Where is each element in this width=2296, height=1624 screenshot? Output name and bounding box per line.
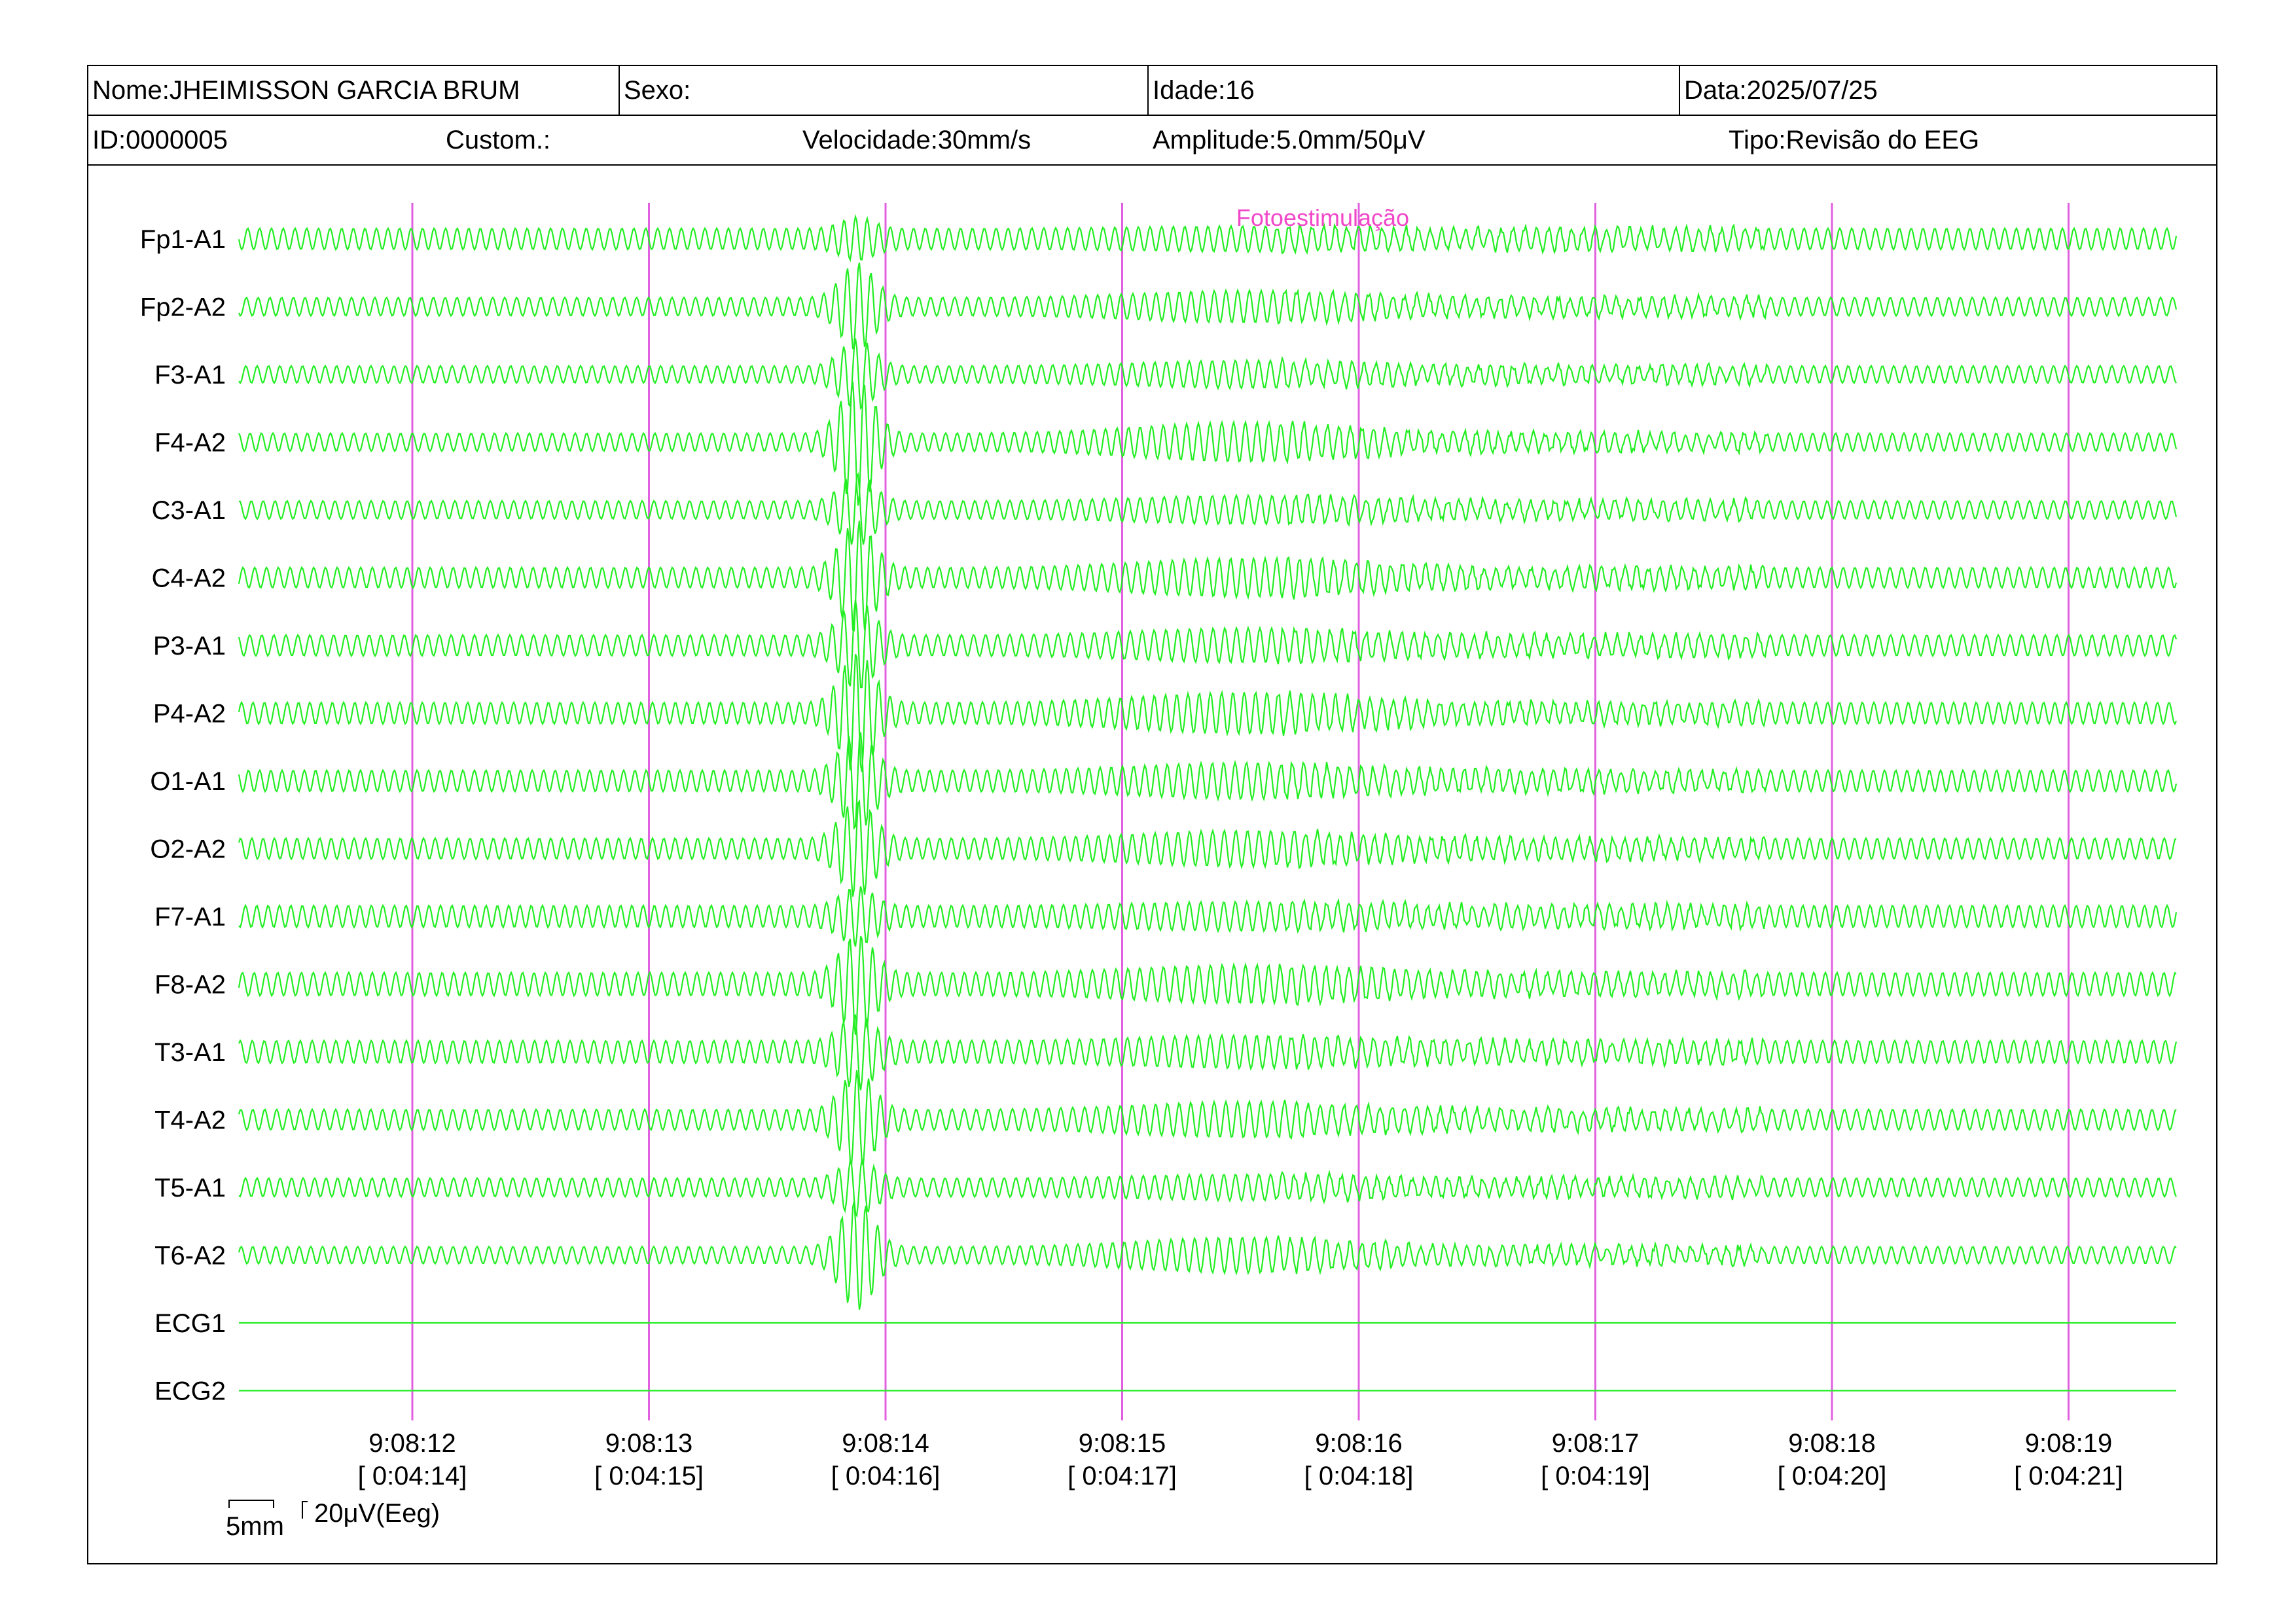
- trace-t6-a2: [238, 1201, 2177, 1310]
- time-scale-label: 5mm: [226, 1512, 284, 1541]
- trace-o1-a1: [238, 732, 2178, 831]
- amplitude-setting: Amplitude:5.0mm/50μV: [1153, 126, 1426, 154]
- trace-f8-a2: [238, 935, 2177, 1035]
- tick-label-elapsed: [ 0:04:21]: [2014, 1462, 2123, 1490]
- channel-label: T4-A2: [154, 1106, 226, 1135]
- channel-label: O1-A1: [150, 767, 226, 796]
- trace-fp2-a2: [238, 262, 2178, 350]
- trace-f3-a1: [238, 338, 2177, 410]
- tick-label-clock: 9:08:18: [1788, 1429, 1875, 1458]
- tick-label-clock: 9:08:14: [842, 1429, 929, 1458]
- trace-c4-a2: [238, 520, 2178, 632]
- trace-t4-a2: [238, 1070, 2177, 1167]
- time-tick-labels: 9:08:12 [ 0:04:14] 9:08:13 [ 0:04:15] 9:08:1…: [358, 1429, 2123, 1490]
- channel-label: F3-A1: [154, 361, 226, 389]
- header-row-exam: ID:0000005 Custom.: Velocidade:30mm/s Am…: [88, 116, 2216, 166]
- tick-label-elapsed: [ 0:04:17]: [1067, 1462, 1177, 1490]
- trace-p4-a2: [238, 654, 2178, 772]
- tick-label-clock: 9:08:17: [1552, 1429, 1639, 1458]
- time-gridlines: [411, 203, 2070, 1420]
- tick-label-elapsed: [ 0:04:18]: [1304, 1462, 1414, 1490]
- eeg-report-sheet: Nome:JHEIMISSON GARCIA BRUM Sexo: Idade:…: [87, 65, 2217, 1564]
- tick-label-clock: 9:08:13: [605, 1429, 692, 1458]
- channel-label: T5-A1: [154, 1174, 226, 1202]
- channel-label: Fp2-A2: [140, 293, 226, 322]
- trace-o2-a2: [238, 799, 2177, 897]
- channel-label: ECG2: [154, 1377, 226, 1406]
- tick-label-elapsed: [ 0:04:19]: [1541, 1462, 1650, 1490]
- channel-label: F4-A2: [154, 429, 226, 458]
- trace-fp1-a1: [238, 213, 2178, 262]
- channel-labels: Fp1-A1 Fp2-A2 F3-A1 F4-A2 C3-A1 C4-A2 P3-A1 P4-…: [140, 225, 226, 1406]
- time-scale-bracket: [228, 1500, 274, 1508]
- patient-name: Nome:JHEIMISSON GARCIA BRUM: [92, 76, 520, 105]
- trace-c3-a1: [238, 472, 2178, 545]
- trace-f7-a1: [238, 886, 2178, 947]
- channel-label: C3-A1: [152, 496, 226, 525]
- exam-date: Data:2025/07/25: [1679, 66, 2216, 115]
- custom-field: Custom.:: [446, 126, 551, 154]
- tick-label-elapsed: [ 0:04:15]: [594, 1462, 704, 1490]
- amplitude-scale-label: 20μV(Eeg): [314, 1499, 440, 1528]
- tick-label-clock: 9:08:16: [1315, 1429, 1402, 1458]
- patient-id: ID:0000005: [92, 126, 228, 154]
- channel-label: P4-A2: [153, 700, 226, 729]
- photostimulation-marker: Fotoestimulação: [1236, 204, 1409, 231]
- channel-label: F7-A1: [154, 903, 226, 931]
- tick-label-elapsed: [ 0:04:14]: [358, 1462, 467, 1490]
- review-type: Tipo:Revisão do EEG: [1729, 126, 1980, 154]
- patient-sex: Sexo:: [619, 66, 1147, 115]
- channel-label: F8-A2: [154, 971, 226, 1000]
- patient-age: Idade:16: [1147, 66, 1679, 115]
- header-row-patient: Nome:JHEIMISSON GARCIA BRUM Sexo: Idade:…: [88, 66, 2216, 116]
- trace-t5-a1: [238, 1159, 2177, 1218]
- speed-setting: Velocidade:30mm/s: [802, 126, 1031, 154]
- channel-label: C4-A2: [152, 564, 226, 593]
- channel-label: T6-A2: [154, 1242, 226, 1271]
- amplitude-scale-bracket: [302, 1501, 308, 1519]
- channel-label: T3-A1: [154, 1038, 226, 1067]
- channel-label: ECG1: [154, 1309, 226, 1338]
- tick-label-clock: 9:08:15: [1079, 1429, 1166, 1458]
- trace-f4-a2: [238, 382, 2178, 506]
- trace-t3-a1: [238, 1014, 2178, 1091]
- tick-label-clock: 9:08:12: [368, 1429, 456, 1458]
- tick-label-elapsed: [ 0:04:20]: [1778, 1462, 1887, 1490]
- eeg-traces: [238, 213, 2178, 1392]
- tick-label-elapsed: [ 0:04:16]: [831, 1462, 941, 1490]
- channel-label: Fp1-A1: [140, 225, 226, 254]
- trace-p3-a1: [238, 600, 2178, 689]
- tick-label-clock: 9:08:19: [2025, 1429, 2112, 1458]
- channel-label: O2-A2: [150, 835, 226, 864]
- channel-label: P3-A1: [153, 632, 226, 660]
